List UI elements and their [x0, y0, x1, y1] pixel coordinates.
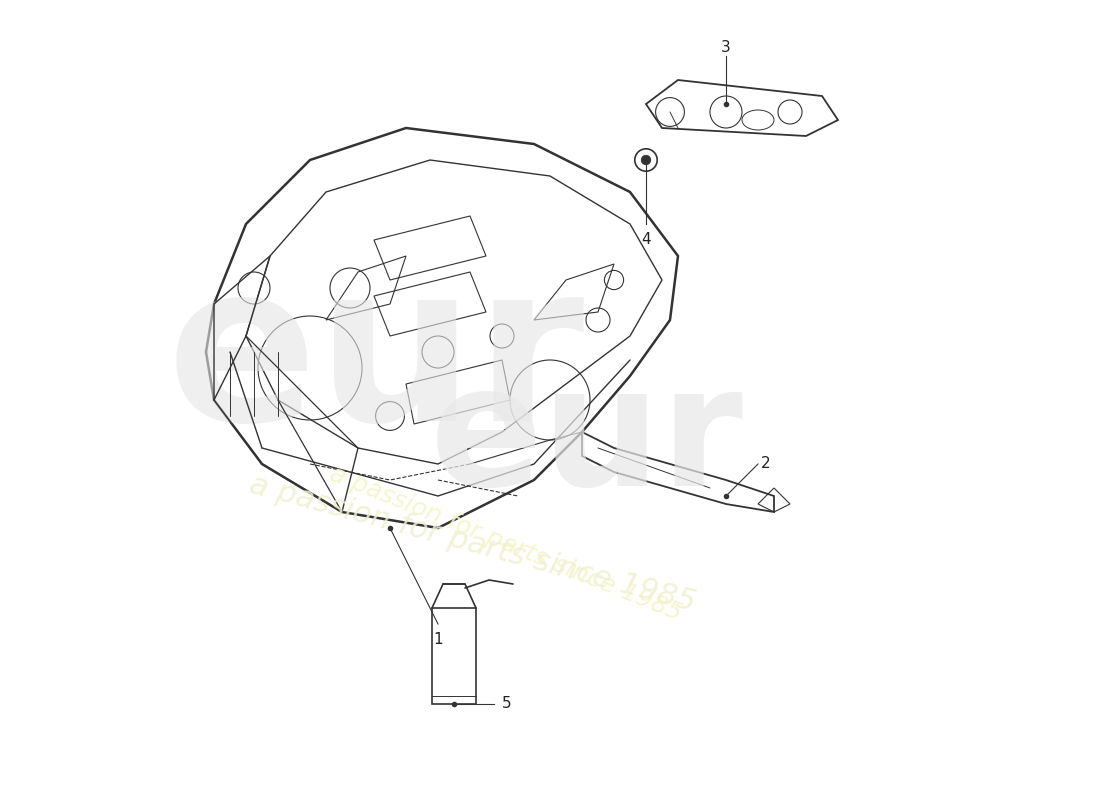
Text: 3: 3: [722, 41, 730, 55]
Bar: [432, 608, 476, 704]
Text: 4: 4: [641, 233, 651, 247]
Text: eur: eur: [166, 253, 584, 467]
Text: a passion for parts since 1985: a passion for parts since 1985: [246, 470, 698, 618]
Text: a passion for parts since 1985: a passion for parts since 1985: [326, 462, 685, 626]
Text: 5: 5: [502, 697, 512, 711]
Circle shape: [641, 155, 651, 165]
Text: eur: eur: [430, 358, 744, 522]
Text: 2: 2: [761, 457, 771, 471]
Text: 1: 1: [433, 633, 443, 647]
